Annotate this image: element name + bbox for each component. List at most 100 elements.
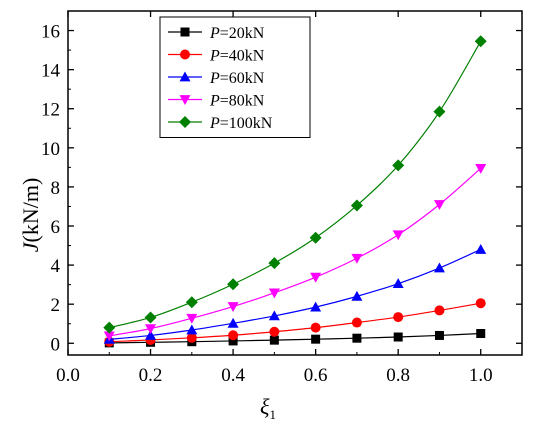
data-point: [269, 326, 280, 337]
data-point: [186, 324, 198, 335]
data-point: [185, 296, 198, 309]
data-point: [228, 336, 238, 346]
data-point: [392, 230, 404, 241]
y-tick-label: 16: [41, 22, 60, 43]
y-axis-title-unit: (kN/m): [18, 178, 43, 243]
legend-label: P=80kN: [209, 93, 265, 110]
x-axis-title-symbol: ξ: [260, 394, 270, 419]
data-point: [227, 278, 240, 291]
data-point: [309, 231, 322, 244]
legend-label-var: P: [209, 48, 220, 65]
data-point: [434, 305, 445, 316]
series-4: [103, 35, 487, 334]
data-point: [228, 330, 239, 341]
data-point: [186, 332, 197, 343]
data-point: [310, 272, 322, 283]
axes-layer: 0.0 0.2 0.4 0.6 0.8 1.0 0 2 4 6 8 10 12 14 16: [41, 11, 523, 386]
series-2: [103, 243, 487, 344]
legend-marker: [179, 116, 191, 128]
y-tick-label: 10: [41, 139, 60, 160]
data-point: [475, 163, 487, 174]
data-point: [393, 332, 403, 342]
data-point: [310, 301, 322, 312]
data-point: [433, 262, 445, 273]
legend-label-var: P: [209, 70, 220, 87]
data-point: [268, 257, 281, 270]
legend-entry: P=20kN: [168, 25, 265, 42]
data-point: [474, 35, 487, 48]
x-tick-label: 0.8: [386, 365, 410, 386]
legend-label-value: =60kN: [220, 70, 265, 87]
series-layer: [103, 35, 487, 348]
series-line: [109, 248, 481, 340]
x-tick-label: 1.0: [469, 365, 493, 386]
data-point: [392, 278, 404, 289]
legend-label: P=40kN: [209, 48, 265, 65]
x-axis-title-subscript: 1: [269, 407, 276, 422]
series-line: [109, 167, 482, 337]
legend-marker: [179, 71, 191, 82]
data-point: [476, 329, 486, 338]
legend-label: P=20kN: [209, 25, 265, 42]
data-point: [268, 288, 280, 299]
y-tick-label: 8: [51, 178, 61, 199]
data-point: [103, 331, 115, 342]
y-tick-label: 2: [51, 295, 61, 316]
y-axis-title-symbol: J: [18, 241, 43, 252]
legend-label-var: P: [209, 115, 220, 132]
legend-label: P=100kN: [209, 115, 273, 132]
data-point: [433, 105, 446, 118]
legend-entry: P=100kN: [168, 115, 273, 132]
legend-entry: P=80kN: [168, 93, 265, 110]
data-point: [227, 302, 239, 313]
data-point: [352, 333, 362, 343]
data-point: [310, 322, 321, 333]
y-tick-label: 12: [41, 100, 60, 121]
legend-label: P=60kN: [209, 70, 265, 87]
series-3: [103, 163, 487, 342]
series-1: [104, 298, 486, 347]
data-point: [311, 334, 321, 344]
y-tick-label: 4: [51, 256, 61, 277]
series-line: [109, 302, 481, 343]
legend-label-var: P: [209, 93, 220, 110]
data-point: [145, 324, 157, 335]
data-point: [475, 243, 487, 254]
x-tick-label: 0.2: [139, 365, 163, 386]
x-tick-label: 0.6: [304, 365, 328, 386]
data-point: [145, 329, 157, 340]
data-point: [434, 330, 444, 340]
y-tick-label: 6: [51, 217, 61, 238]
data-point: [433, 200, 445, 210]
data-point: [393, 312, 404, 323]
data-point: [103, 321, 116, 334]
legend-label-value: =80kN: [220, 93, 265, 110]
legend-entry: P=60kN: [168, 70, 265, 87]
data-point: [350, 199, 363, 212]
series-line: [109, 40, 482, 329]
plot-frame: [67, 10, 523, 356]
y-tick-label: 14: [41, 61, 61, 82]
x-axis-title: ξ1: [260, 394, 276, 422]
x-tick-label: 0.0: [56, 365, 80, 386]
legend-marker: [179, 95, 191, 105]
data-point: [351, 253, 363, 264]
y-tick-label: 0: [51, 334, 61, 355]
legend-marker: [180, 27, 190, 37]
data-point: [227, 317, 239, 328]
data-point: [351, 290, 363, 301]
data-point: [351, 317, 362, 328]
data-point: [392, 159, 405, 172]
data-point: [475, 298, 486, 309]
legend-label-value: =20kN: [220, 25, 265, 42]
data-point: [186, 313, 198, 324]
legend-label-var: P: [209, 25, 220, 42]
data-point: [268, 310, 280, 321]
legend-label-value: =100kN: [220, 115, 273, 132]
legend-entry: P=40kN: [168, 48, 265, 65]
series-line: [109, 332, 481, 344]
series-0: [104, 329, 486, 348]
data-point: [269, 335, 279, 345]
